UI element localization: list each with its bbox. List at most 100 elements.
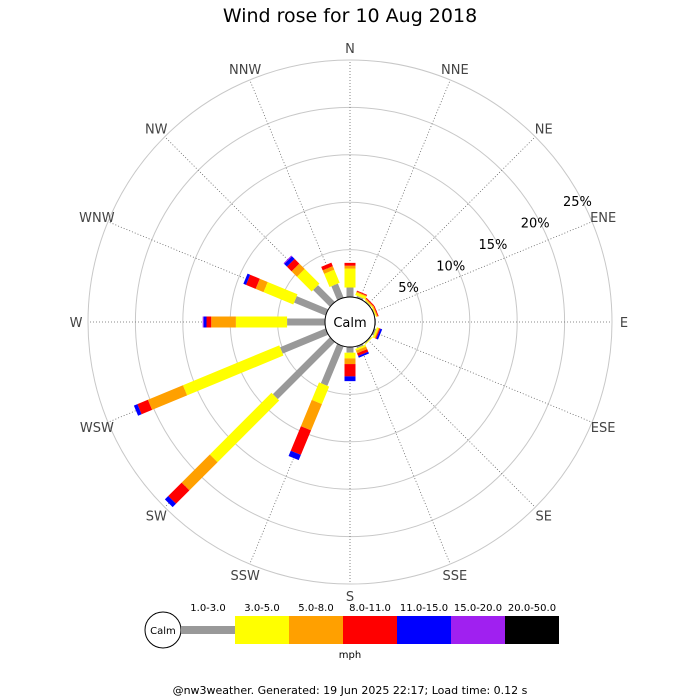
direction-label-wsw: WSW xyxy=(80,421,114,436)
segment-wnw-3.0-5.0 xyxy=(263,281,298,305)
segment-nw-15.0-20.0 xyxy=(283,255,292,264)
bar-ne xyxy=(364,297,375,308)
ring-label-25: 25% xyxy=(563,195,592,210)
segment-se-3.0-5.0 xyxy=(364,336,373,345)
segment-sse-1.0-3.0 xyxy=(356,343,364,349)
segment-ene-8.0-11.0 xyxy=(373,305,379,317)
bar-w xyxy=(202,316,325,328)
calm-center: Calm xyxy=(324,296,376,348)
ring-label-10: 10% xyxy=(436,260,465,275)
segment-nw-1.0-3.0 xyxy=(313,285,335,307)
legend-swatch-3.0-5.0 xyxy=(235,616,289,644)
segment-w-5.0-8.0 xyxy=(211,316,236,328)
segment-nw-11.0-15.0 xyxy=(284,256,295,267)
bar-nne xyxy=(355,290,368,301)
segment-nnw-8.0-11.0 xyxy=(321,262,333,271)
segment-s-11.0-15.0 xyxy=(344,376,356,382)
direction-label-se: SE xyxy=(536,510,552,525)
segment-sw-8.0-11.0 xyxy=(168,482,190,504)
segment-nnw-1.0-3.0 xyxy=(331,283,344,301)
segment-sw-11.0-15.0 xyxy=(164,495,177,508)
direction-label-ssw: SSW xyxy=(230,569,260,584)
segment-n-8.0-11.0 xyxy=(344,262,356,266)
segment-sse-8.0-11.0 xyxy=(357,349,369,356)
bar-n xyxy=(344,262,356,297)
direction-label-s: S xyxy=(346,590,354,605)
legend-swatch-5.0-8.0 xyxy=(289,616,343,644)
segment-sw-3.0-5.0 xyxy=(209,392,280,463)
segment-wsw-1.0-3.0 xyxy=(280,328,329,354)
segment-ssw-3.0-5.0 xyxy=(311,382,330,405)
bar-ssw xyxy=(288,343,344,461)
legend-swatch-1.0-3.0 xyxy=(181,626,235,634)
direction-label-w: W xyxy=(70,316,83,331)
segment-wsw-11.0-15.0 xyxy=(133,404,142,416)
ring-25-percent xyxy=(87,59,613,585)
segment-w-11.0-15.0 xyxy=(203,316,207,328)
segment-wnw-5.0-8.0 xyxy=(255,278,268,293)
direction-label-sse: SSE xyxy=(442,569,467,584)
bar-nw xyxy=(283,255,335,307)
spoke-nne xyxy=(359,79,451,300)
segment-s-8.0-11.0 xyxy=(344,364,356,377)
segment-s-1.0-3.0 xyxy=(346,347,354,353)
segment-s-3.0-5.0 xyxy=(344,352,356,359)
bar-ese xyxy=(371,327,383,340)
segment-wnw-1.0-3.0 xyxy=(294,296,329,316)
segment-nnw-3.0-5.0 xyxy=(324,269,340,287)
segment-ne-8.0-11.0 xyxy=(365,297,375,307)
spoke-ene xyxy=(372,221,593,313)
segment-nne-8.0-11.0 xyxy=(356,290,368,296)
calm-circle xyxy=(324,296,376,348)
segment-w-1.0-3.0 xyxy=(287,318,325,326)
legend-label-20.0-50.0: 20.0-50.0 xyxy=(508,603,556,614)
bar-s xyxy=(344,347,356,382)
legend-calm-label: Calm xyxy=(150,626,176,637)
segment-w-15.0-20.0 xyxy=(202,316,204,328)
direction-label-ene: ENE xyxy=(590,211,616,226)
segment-n-5.0-8.0 xyxy=(344,265,356,269)
bar-wsw xyxy=(133,328,329,416)
footer-text: @nw3weather. Generated: 19 Jun 2025 22:1… xyxy=(172,684,528,697)
segment-wsw-8.0-11.0 xyxy=(137,399,153,415)
segment-sse-5.0-8.0 xyxy=(355,346,368,354)
legend-swatch-15.0-20.0 xyxy=(451,616,505,644)
segment-nne-1.0-3.0 xyxy=(356,295,364,301)
segment-wnw-11.0-15.0 xyxy=(243,273,251,285)
direction-labels: N NNE NE ENE E ESE SE SSE S SSW SW WSW W WNW NW NNW xyxy=(70,42,629,605)
segment-w-8.0-11.0 xyxy=(206,316,212,328)
legend-unit: mph xyxy=(339,650,361,661)
direction-label-e: E xyxy=(620,316,628,331)
segment-n-3.0-5.0 xyxy=(344,268,356,288)
segment-ssw-11.0-15.0 xyxy=(288,450,301,461)
bar-sse xyxy=(355,343,370,358)
segment-ssw-5.0-8.0 xyxy=(300,399,322,431)
ring-label-15: 15% xyxy=(479,238,508,253)
legend-swatch-20.0-50.0 xyxy=(505,616,559,644)
segment-nw-8.0-11.0 xyxy=(286,258,300,272)
legend-swatch-11.0-15.0 xyxy=(397,616,451,644)
bar-sw xyxy=(164,337,335,508)
segment-nne-3.0-5.0 xyxy=(355,292,367,300)
ring-15-percent xyxy=(182,154,518,490)
legend-label-8.0-11.0: 8.0-11.0 xyxy=(349,603,391,614)
segment-ne-5.0-8.0 xyxy=(365,298,374,307)
direction-label-sw: SW xyxy=(146,510,167,525)
direction-label-nw: NW xyxy=(145,122,168,137)
segment-s-5.0-8.0 xyxy=(344,358,356,365)
segment-nw-3.0-5.0 xyxy=(296,268,320,292)
ring-label-5: 5% xyxy=(398,281,419,296)
direction-label-wnw: WNW xyxy=(79,211,115,226)
segment-wsw-3.0-5.0 xyxy=(182,345,284,396)
segment-wsw-5.0-8.0 xyxy=(147,385,188,410)
segment-sw-1.0-3.0 xyxy=(272,337,335,400)
spoke-se xyxy=(367,339,536,508)
segment-sw-5.0-8.0 xyxy=(181,454,218,491)
spoke-nnw xyxy=(249,79,341,300)
segment-ssw-8.0-11.0 xyxy=(290,426,312,455)
bar-wnw xyxy=(243,273,329,316)
ring-label-20: 20% xyxy=(521,217,550,232)
speed-legend: Calm 1.0-3.0 3.0-5.0 5.0-8.0 8.0-11.0 11.0-1… xyxy=(144,603,559,661)
segment-ene-3.0-5.0 xyxy=(371,306,377,318)
